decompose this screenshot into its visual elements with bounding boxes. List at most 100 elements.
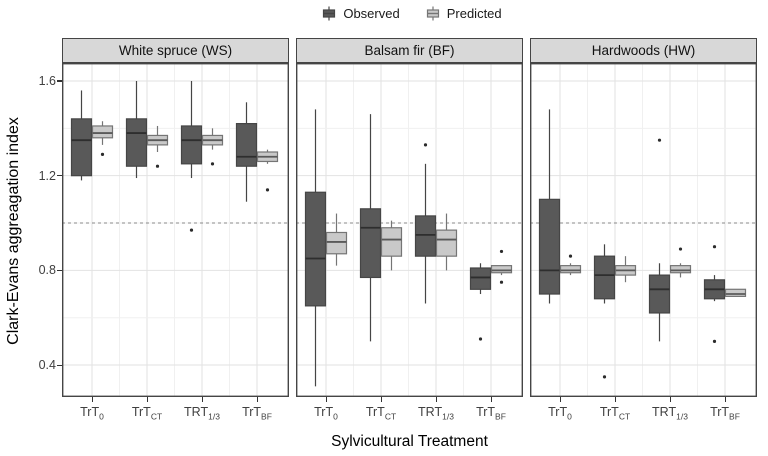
x-tick-label-treatment: TrTCT [366, 405, 396, 422]
x-tick-label-treatment: TrTCT [132, 405, 162, 422]
observed-outlier-point [657, 138, 662, 142]
predicted-outlier-point [678, 247, 683, 251]
observed-box [648, 274, 671, 314]
predicted-box [559, 265, 582, 274]
treatment-base: TrT [548, 405, 568, 419]
treatment-subscript: 1/3 [676, 411, 688, 422]
observed-box [469, 267, 492, 290]
x-tick-mark [256, 397, 258, 402]
treatment-subscript: CT [384, 411, 397, 422]
facet-panel-white-spruce [62, 63, 289, 397]
panel-border [530, 63, 757, 397]
x-tick-mark [669, 397, 671, 402]
observed-box [538, 198, 561, 295]
predicted-box [435, 229, 458, 257]
panel-background [530, 63, 757, 397]
predicted-outlier-point [265, 188, 270, 192]
treatment-subscript: 0 [99, 411, 104, 422]
observed-box [180, 125, 203, 165]
panel-border [62, 63, 289, 397]
panel-border [296, 63, 523, 397]
x-tick-mark [201, 397, 203, 402]
observed-box [359, 208, 382, 279]
observed-box [125, 118, 148, 167]
y-tick-mark [57, 364, 62, 366]
predicted-box [380, 227, 403, 257]
treatment-subscript: 0 [333, 411, 338, 422]
predicted-outlier-point [568, 254, 573, 258]
facet-strip-label: White spruce (WS) [118, 43, 233, 58]
facet-panel-balsam-fir [296, 63, 523, 397]
legend-label: Predicted [446, 6, 502, 21]
x-tick-label-treatment: TRT1/3 [652, 405, 688, 422]
treatment-base: TrT [710, 405, 730, 419]
y-tick-label: 0.8 [38, 263, 56, 278]
observed-outlier-point [712, 245, 717, 249]
legend-item-observed: Observed [322, 6, 400, 21]
x-tick-mark [724, 397, 726, 402]
facet-strip-label: Hardwoods (HW) [591, 43, 696, 58]
observed-outlier-point [189, 228, 194, 232]
panel-background [62, 63, 289, 397]
predicted-outlier-point [499, 280, 504, 284]
observed-box [593, 255, 616, 300]
observed-box [70, 118, 93, 177]
predicted-outlier-point [210, 162, 215, 166]
facet-strip-hardwoods: Hardwoods (HW) [530, 38, 757, 63]
facet-panel-hardwoods [530, 63, 757, 397]
y-tick-mark [57, 175, 62, 177]
treatment-subscript: BF [261, 411, 272, 422]
predicted-box [724, 288, 747, 297]
y-tick-mark [57, 269, 62, 272]
treatment-base: TrT [599, 405, 619, 419]
legend-item-predicted: Predicted [426, 6, 502, 21]
y-tick-label: 1.2 [38, 168, 56, 183]
legend: Observed Predicted [28, 6, 768, 21]
treatment-base: TrT [131, 405, 151, 419]
x-tick-label-treatment: TRT1/3 [184, 405, 220, 422]
facet-strip-white-spruce: White spruce (WS) [62, 38, 289, 63]
x-tick-label-treatment: TrT0 [548, 405, 572, 422]
y-tick-label: 0.4 [38, 358, 56, 373]
x-tick-label-treatment: TrTBF [476, 405, 506, 422]
treatment-base: TRT [652, 405, 677, 419]
predicted-box [669, 265, 692, 274]
observed-outlier-point [478, 337, 483, 341]
x-tick-mark [325, 397, 327, 402]
treatment-subscript: 1/3 [208, 411, 220, 422]
treatment-base: TRT [418, 405, 443, 419]
treatment-base: TrT [476, 405, 496, 419]
treatment-base: TrT [365, 405, 385, 419]
x-tick-mark [490, 397, 492, 402]
treatment-subscript: 0 [567, 411, 572, 422]
treatment-base: TrT [242, 405, 262, 419]
x-tick-mark [380, 397, 382, 402]
observed-box [235, 122, 258, 167]
predicted-box [91, 125, 114, 139]
observed-box [414, 215, 437, 257]
x-tick-label-treatment: TrTBF [242, 405, 272, 422]
x-tick-mark [614, 397, 616, 402]
y-tick-label: 1.6 [38, 73, 56, 88]
predicted-outlier-point [499, 249, 504, 254]
boxplot-key-icon [426, 6, 439, 21]
predicted-box [325, 231, 348, 255]
treatment-base: TrT [80, 405, 100, 419]
treatment-subscript: CT [618, 411, 631, 422]
observed-outlier-point [602, 375, 607, 379]
y-axis-title: Clark-Evans aggreagation index [5, 117, 22, 345]
x-tick-mark [435, 397, 437, 402]
x-tick-label-treatment: TrTBF [710, 405, 740, 422]
observed-box [304, 191, 327, 307]
x-tick-mark [91, 397, 93, 402]
observed-outlier-point [712, 339, 717, 343]
treatment-subscript: CT [150, 411, 163, 422]
y-tick-mark [57, 80, 62, 82]
predicted-outlier-point [155, 164, 160, 168]
x-tick-label-treatment: TrT0 [80, 405, 104, 422]
treatment-base: TrT [314, 405, 334, 419]
observed-outlier-point [423, 143, 428, 147]
treatment-subscript: BF [729, 411, 740, 422]
x-tick-label-treatment: TRT1/3 [418, 405, 454, 422]
